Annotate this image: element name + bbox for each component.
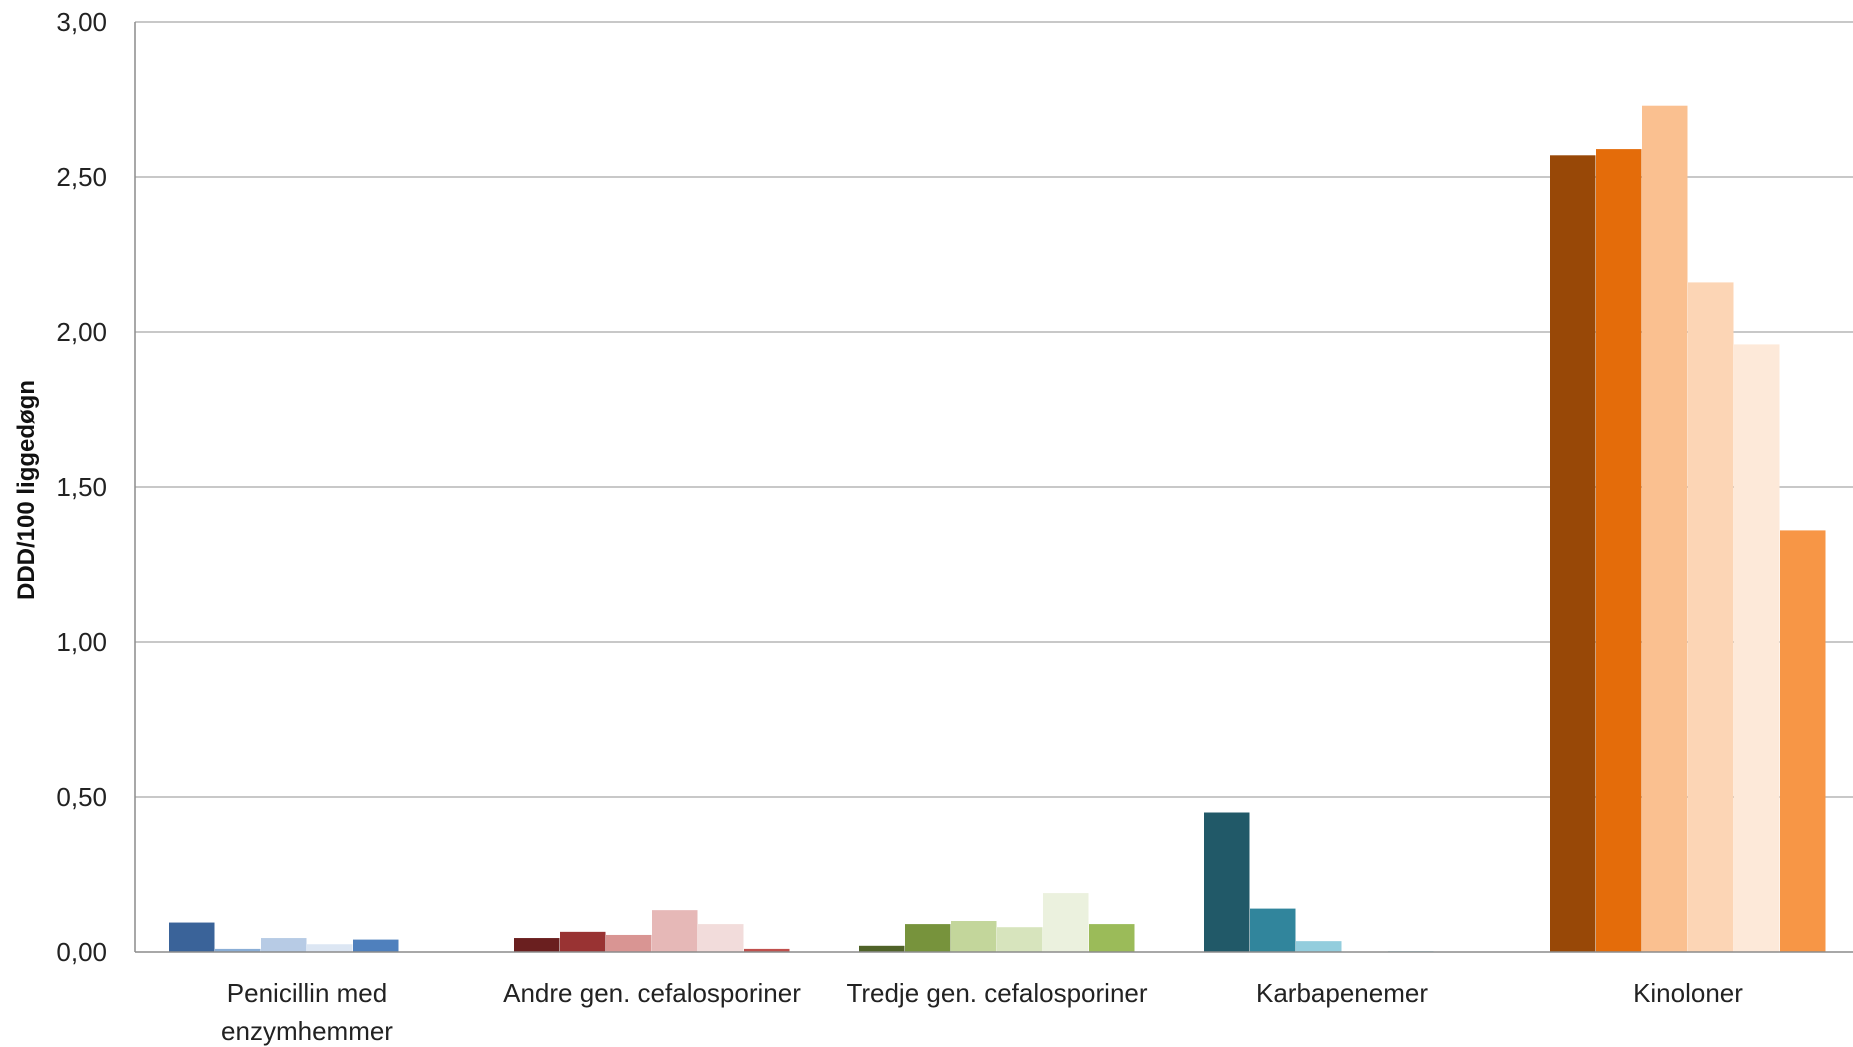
bar bbox=[1043, 893, 1089, 952]
y-tick-label: 0,00 bbox=[56, 937, 107, 967]
bar bbox=[169, 922, 215, 952]
bar bbox=[1550, 155, 1596, 953]
bar bbox=[1250, 908, 1296, 952]
x-tick-label: Kinoloner bbox=[1633, 978, 1743, 1008]
y-axis-title: DDD/100 liggedøgn bbox=[13, 380, 40, 600]
bar bbox=[997, 927, 1043, 952]
bar bbox=[560, 931, 606, 952]
bar bbox=[905, 924, 951, 952]
y-tick-label: 2,50 bbox=[56, 162, 107, 192]
bar bbox=[353, 939, 399, 952]
x-tick-label: enzymhemmer bbox=[221, 1016, 393, 1046]
y-tick-label: 1,50 bbox=[56, 472, 107, 502]
x-tick-label: Karbapenemer bbox=[1256, 978, 1428, 1008]
x-tick-label: Penicillin med bbox=[227, 978, 387, 1008]
bar bbox=[698, 924, 744, 952]
bar bbox=[307, 944, 353, 952]
y-tick-label: 0,50 bbox=[56, 782, 107, 812]
x-tick-label: Tredje gen. cefalosporiner bbox=[846, 978, 1147, 1008]
bar bbox=[606, 934, 652, 952]
bars bbox=[169, 105, 1826, 953]
bar bbox=[514, 938, 560, 952]
bar bbox=[1296, 941, 1342, 952]
y-tick-label: 1,00 bbox=[56, 627, 107, 657]
y-tick-label: 3,00 bbox=[56, 7, 107, 37]
bar bbox=[1780, 530, 1826, 952]
labels: 0,00 0,50 1,00 1,50 2,00 2,50 3,00 Penicillin m… bbox=[56, 7, 1743, 1046]
bar bbox=[951, 921, 997, 952]
bar bbox=[1204, 812, 1250, 952]
bar bbox=[859, 945, 905, 952]
bar bbox=[1688, 282, 1734, 952]
bar bbox=[215, 948, 261, 952]
y-tick-label: 2,00 bbox=[56, 317, 107, 347]
bar bbox=[744, 948, 790, 952]
axes bbox=[134, 22, 1853, 953]
bar bbox=[1596, 149, 1642, 953]
bar bbox=[1734, 344, 1780, 952]
bar bbox=[1642, 105, 1688, 952]
bar bbox=[1089, 924, 1135, 952]
bar bbox=[261, 938, 307, 952]
x-tick-label: Andre gen. cefalosporiner bbox=[503, 978, 801, 1008]
bar bbox=[652, 910, 698, 952]
